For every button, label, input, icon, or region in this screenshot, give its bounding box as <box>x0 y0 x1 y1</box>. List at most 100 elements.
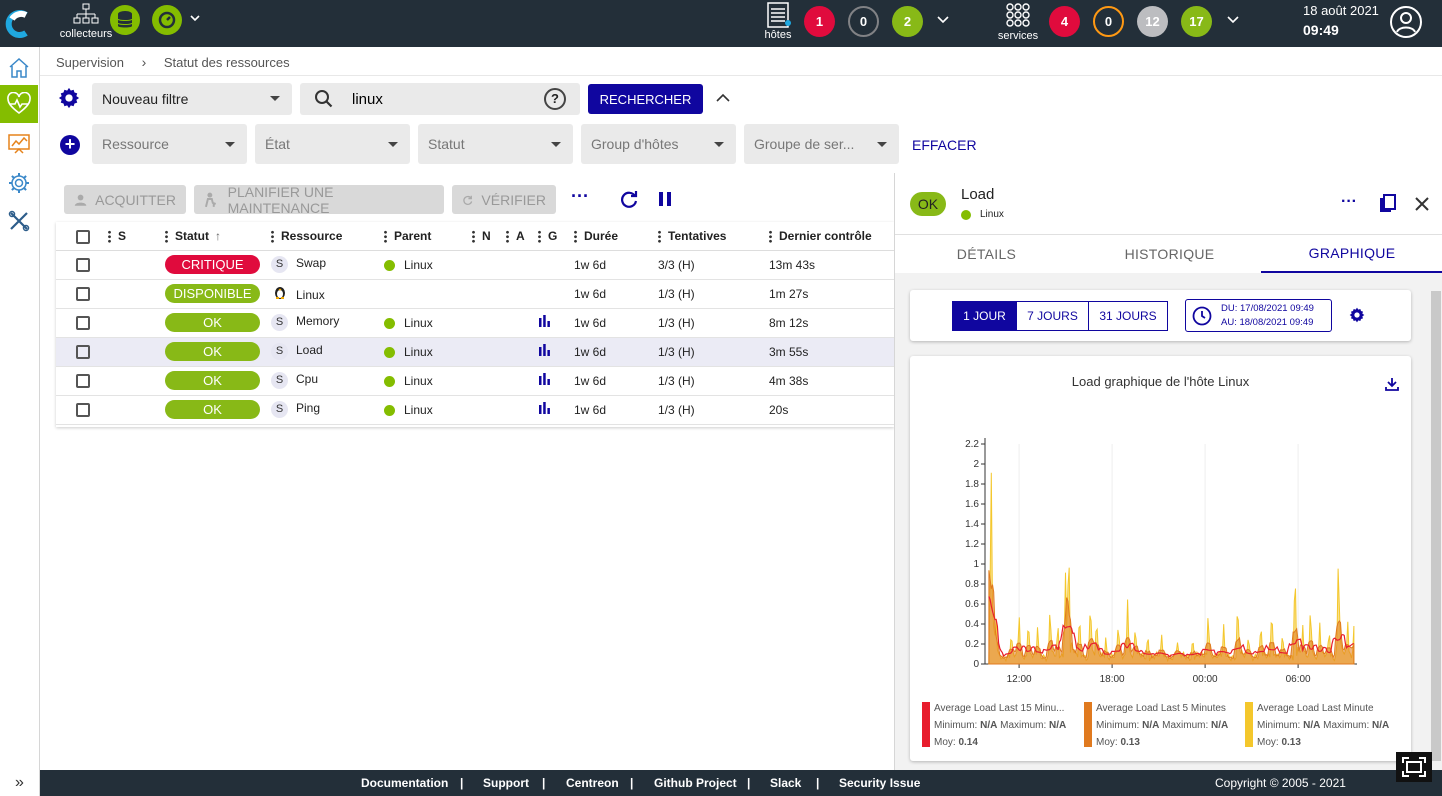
resource-cell[interactable]: S Swap <box>271 250 384 280</box>
schedule-downtime-button[interactable]: PLANIFIER UNE MAINTENANCE <box>194 184 444 216</box>
collapse-filters-chevron-up-icon[interactable] <box>715 91 731 105</box>
pause-icon[interactable] <box>657 191 673 207</box>
col-severity[interactable]: S <box>108 223 165 251</box>
criteria-resource-select[interactable]: Ressource <box>92 124 247 164</box>
panel-scrollbar[interactable] <box>1431 291 1441 761</box>
col-last-check[interactable]: Dernier contrôle <box>769 223 894 251</box>
table-row[interactable]: CRITIQUE S Swap Linux 1w 6d 3/3 (H) 13m 43s <box>56 250 894 280</box>
table-row[interactable]: OK S Load Linux 1w 6d 1/3 (H) 3m 55s <box>56 337 894 367</box>
parent-cell[interactable] <box>384 279 472 309</box>
services-pending-count[interactable]: 12 <box>1137 6 1168 37</box>
clear-filters-button[interactable]: EFFACER <box>912 137 977 153</box>
panel-parent[interactable]: Linux <box>961 209 1004 220</box>
more-actions-icon[interactable]: ··· <box>571 186 589 206</box>
row-checkbox[interactable] <box>76 373 90 388</box>
footer-link-support[interactable]: Support <box>483 776 529 790</box>
pollers-button[interactable]: collecteurs <box>60 2 112 40</box>
row-checkbox[interactable] <box>76 344 90 359</box>
tab-timeline[interactable]: HISTORIQUE <box>1124 246 1215 262</box>
parent-cell[interactable]: Linux <box>384 395 472 425</box>
column-menu-icon[interactable] <box>271 230 274 244</box>
load-chart[interactable]: 0 0.2 0.4 0.6 0.8 1 1.2 1.4 1.6 1.8 2 2.2 12:00 18:00… <box>910 416 1411 756</box>
column-menu-icon[interactable] <box>472 230 475 244</box>
resource-cell[interactable]: S Load <box>271 337 384 367</box>
bar-chart-icon[interactable] <box>538 344 551 356</box>
services-chevron-down-icon[interactable] <box>1226 14 1240 26</box>
column-menu-icon[interactable] <box>506 230 509 244</box>
add-filter-criteria-icon[interactable]: + <box>60 135 80 155</box>
hosts-chevron-down-icon[interactable] <box>936 14 950 26</box>
search-box[interactable]: ? <box>300 83 580 115</box>
table-row[interactable]: OK S Memory Linux 1w 6d 1/3 (H) 8m 12s <box>56 308 894 338</box>
services-critical-count[interactable]: 4 <box>1049 6 1080 37</box>
period-7-days[interactable]: 7 JOURS <box>1016 301 1089 331</box>
tab-details[interactable]: DÉTAILS <box>956 246 1017 262</box>
parent-cell[interactable]: Linux <box>384 366 472 396</box>
column-menu-icon[interactable] <box>769 230 772 244</box>
services-ok-count[interactable]: 17 <box>1181 6 1212 37</box>
parent-cell[interactable]: Linux <box>384 250 472 280</box>
column-menu-icon[interactable] <box>384 230 387 244</box>
legend-item[interactable]: Average Load Last 15 Minu... Minimum: N/A… <box>922 700 1066 751</box>
breadcrumb-item-resources-status[interactable]: Statut des ressources <box>163 55 290 70</box>
resource-cell[interactable]: S Ping <box>271 395 384 425</box>
criteria-status-select[interactable]: Statut <box>418 124 573 164</box>
column-menu-icon[interactable] <box>165 230 168 244</box>
period-31-days[interactable]: 31 JOURS <box>1088 301 1168 331</box>
col-graph[interactable]: G <box>538 223 574 251</box>
criteria-state-select[interactable]: État <box>255 124 410 164</box>
resource-cell[interactable]: S Memory <box>271 308 384 338</box>
column-menu-icon[interactable] <box>574 230 577 244</box>
database-icon[interactable] <box>110 5 140 35</box>
legend-item[interactable]: Average Load Last Minute Minimum: N/A Max… <box>1245 700 1389 751</box>
row-checkbox[interactable] <box>76 257 90 272</box>
bar-chart-icon[interactable] <box>538 315 551 327</box>
footer-link-slack[interactable]: Slack <box>770 776 802 790</box>
reporting-icon[interactable] <box>0 125 38 163</box>
col-notes[interactable]: N <box>472 223 506 251</box>
row-checkbox[interactable] <box>76 286 90 301</box>
centreon-logo-icon[interactable] <box>4 9 34 39</box>
date-range-picker[interactable]: DU: 17/08/2021 09:49 AU: 18/08/2021 09:4… <box>1185 299 1332 332</box>
table-row[interactable]: OK S Ping Linux 1w 6d 1/3 (H) 20s <box>56 395 894 425</box>
col-duration[interactable]: Durée <box>574 223 658 251</box>
refresh-icon[interactable] <box>619 189 639 209</box>
hosts-button[interactable]: hôtes <box>760 2 796 41</box>
resource-cell[interactable]: S Cpu <box>271 366 384 396</box>
user-avatar-icon[interactable] <box>1389 5 1423 39</box>
hosts-down-count[interactable]: 1 <box>804 6 835 37</box>
hosts-unreachable-count[interactable]: 0 <box>848 6 879 37</box>
download-graph-icon[interactable] <box>1384 376 1400 392</box>
monitoring-icon[interactable] <box>0 85 38 123</box>
fullscreen-icon[interactable] <box>1396 752 1432 782</box>
row-checkbox[interactable] <box>76 402 90 417</box>
expand-nav-icon[interactable]: » <box>0 770 40 796</box>
filter-select[interactable]: Nouveau filtre <box>92 83 292 115</box>
select-all-checkbox[interactable] <box>76 229 90 244</box>
close-panel-icon[interactable] <box>1413 195 1431 213</box>
column-menu-icon[interactable] <box>108 230 111 244</box>
latency-icon[interactable] <box>152 5 182 35</box>
breadcrumb-item-supervision[interactable]: Supervision <box>56 55 124 70</box>
column-menu-icon[interactable] <box>658 230 661 244</box>
resource-cell[interactable]: Linux <box>271 279 384 309</box>
table-row[interactable]: OK S Cpu Linux 1w 6d 1/3 (H) 4m 38s <box>56 366 894 396</box>
search-help-icon[interactable]: ? <box>544 88 566 110</box>
footer-link-centreon[interactable]: Centreon <box>566 776 619 790</box>
hosts-up-count[interactable]: 2 <box>892 6 923 37</box>
col-action[interactable]: A <box>506 223 538 251</box>
col-tries[interactable]: Tentatives <box>658 223 769 251</box>
services-button[interactable]: services <box>996 2 1040 42</box>
acknowledge-button[interactable]: ACQUITTER <box>64 185 186 214</box>
filter-settings-gear-icon[interactable] <box>58 87 80 109</box>
bar-chart-icon[interactable] <box>538 402 551 414</box>
period-1-day[interactable]: 1 JOUR <box>952 301 1017 331</box>
search-input[interactable] <box>352 90 522 108</box>
check-button[interactable]: VÉRIFIER <box>452 185 556 214</box>
footer-link-documentation[interactable]: Documentation <box>361 776 449 790</box>
column-menu-icon[interactable] <box>538 230 541 244</box>
criteria-hostgroup-select[interactable]: Group d'hôtes <box>581 124 736 164</box>
administration-tools-icon[interactable] <box>0 202 38 240</box>
parent-cell[interactable]: Linux <box>384 308 472 338</box>
search-button[interactable]: RECHERCHER <box>588 84 703 114</box>
